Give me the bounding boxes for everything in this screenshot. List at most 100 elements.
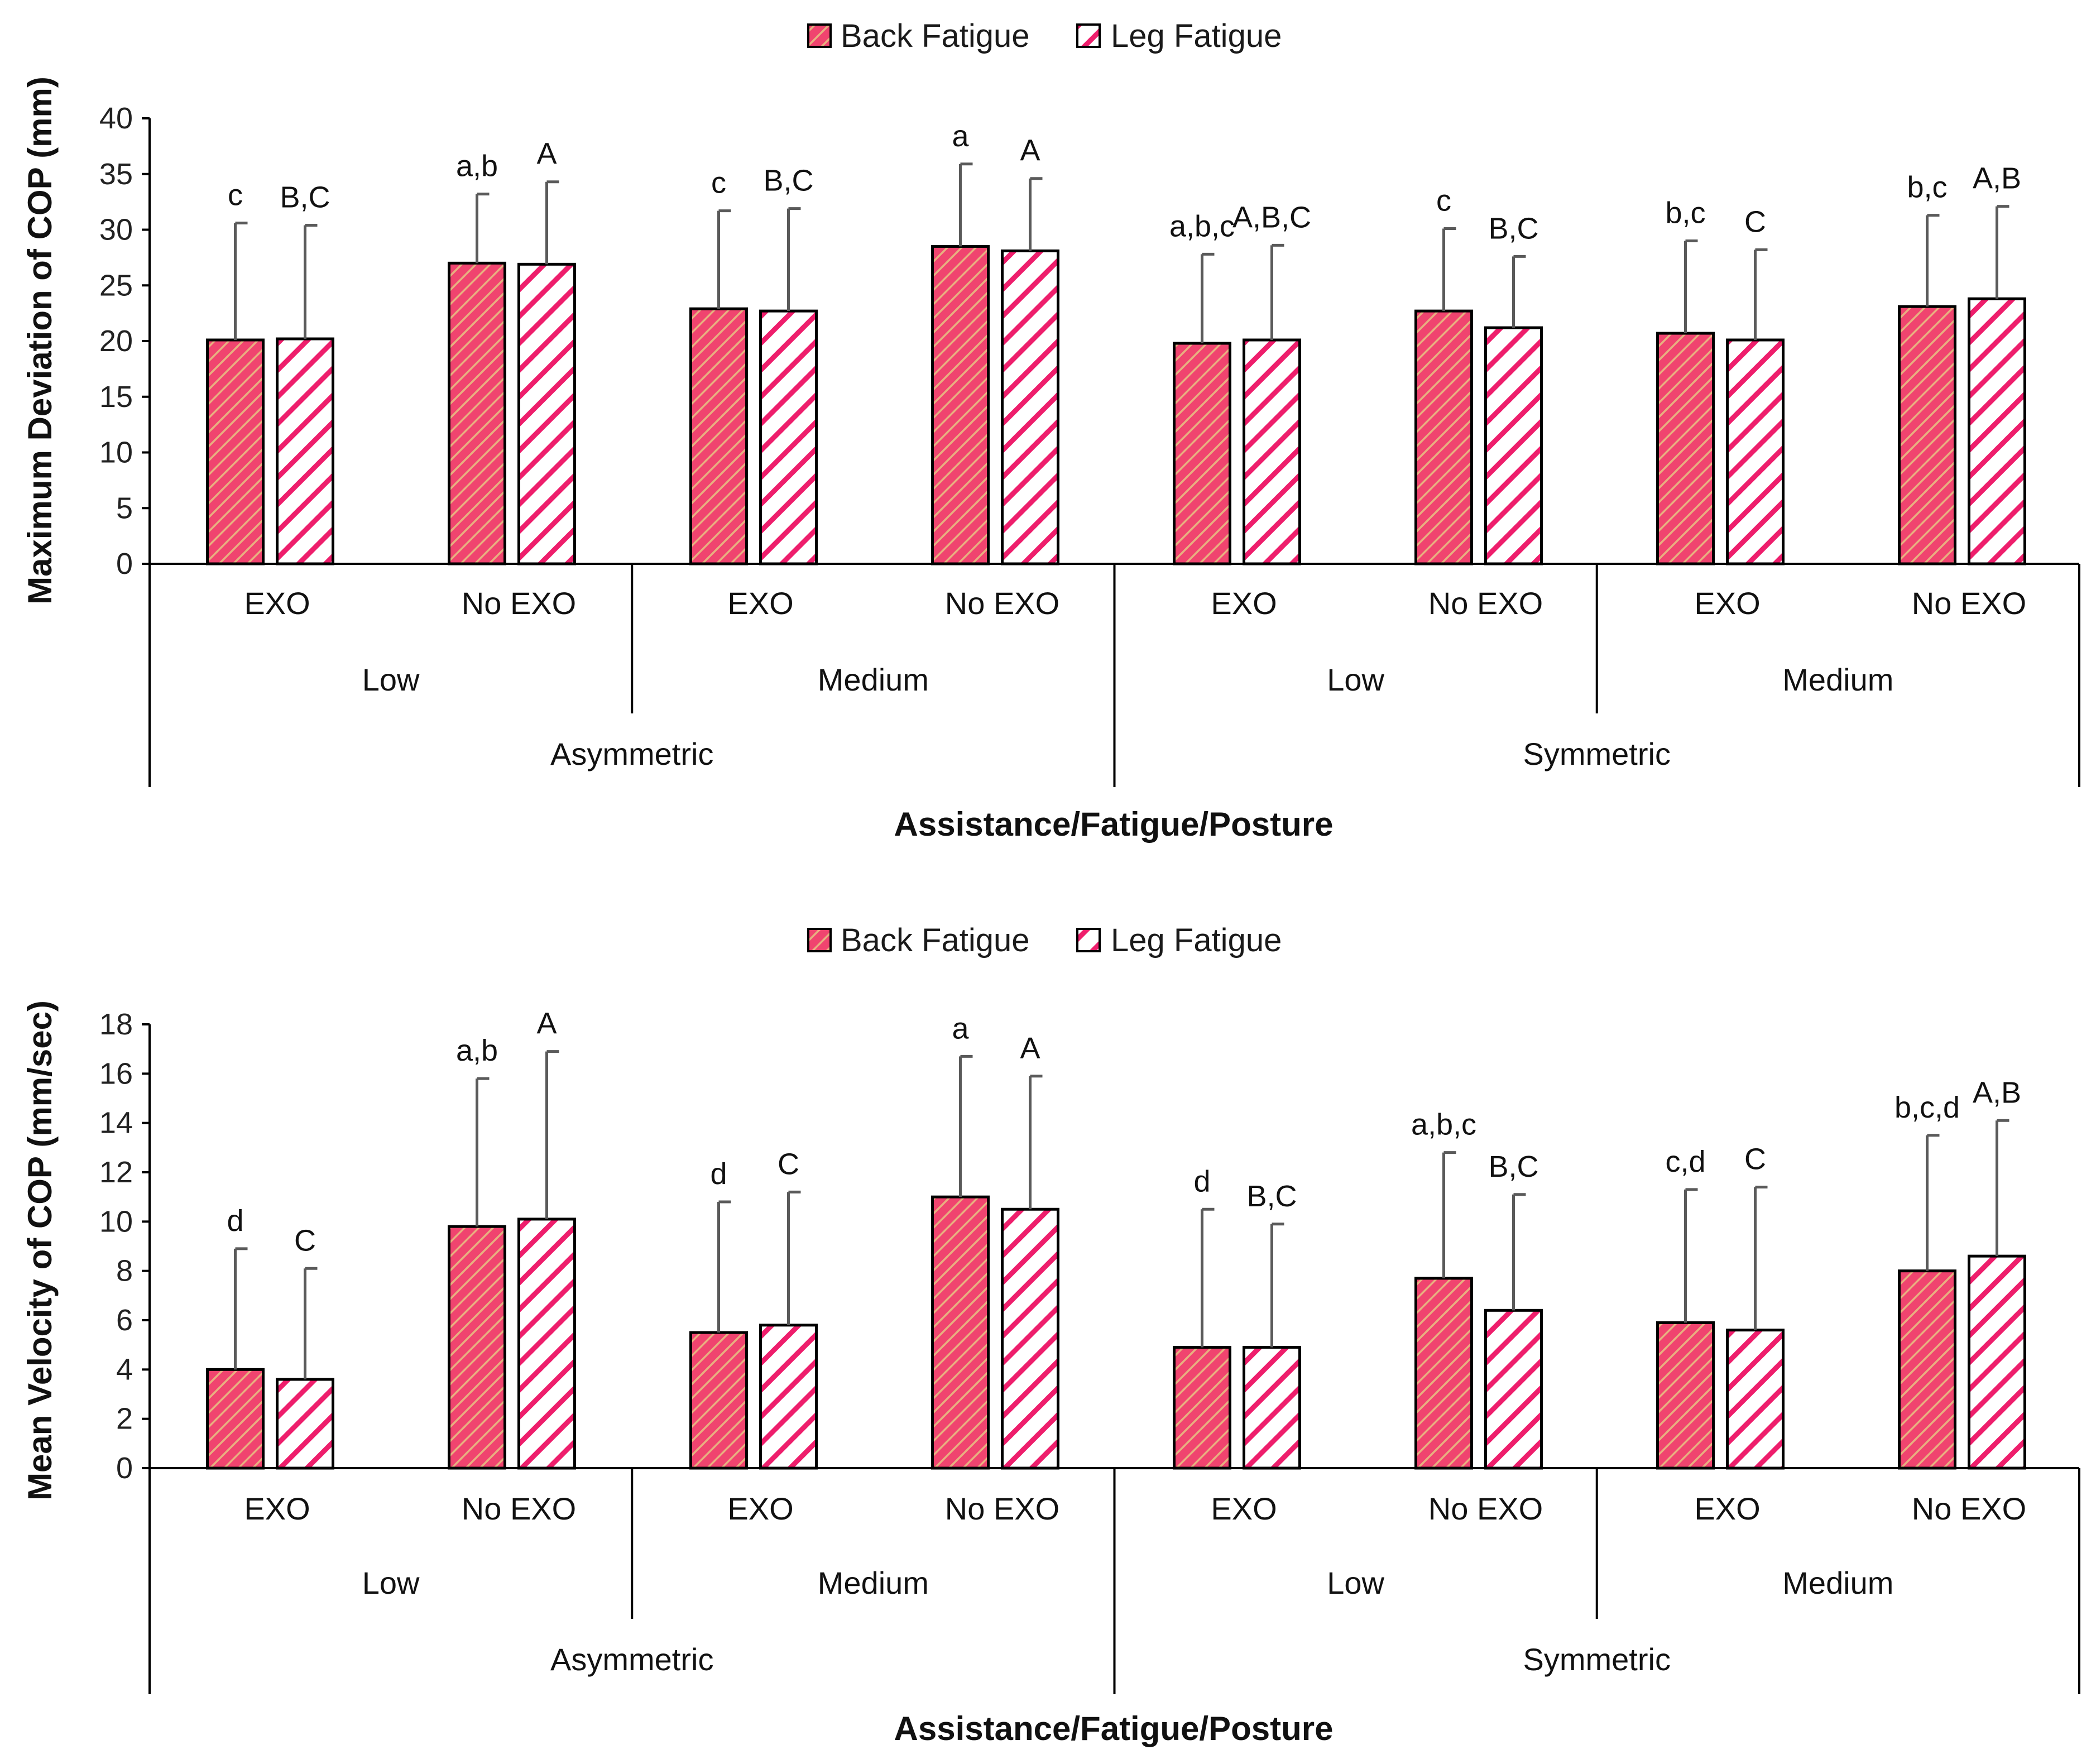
legend-label-leg-fatigue: Leg Fatigue (1111, 18, 1282, 54)
x-group-label-fatigue: Medium (1782, 1565, 1893, 1600)
bar-leg-fatigue (1968, 297, 2026, 565)
bar-leg-fatigue (1001, 1207, 1059, 1470)
x-tick-label-assistance: No EXO (1428, 586, 1543, 621)
x-axis: EXO No EXO EXO No EXO EXO No EXO EXO No EXO Low M… (148, 563, 2080, 787)
bar-back-fatigue (931, 1195, 990, 1470)
bar-back-fatigue (206, 1368, 265, 1470)
significance-label: b,c (1665, 196, 1705, 229)
bar-leg-fatigue (1726, 1329, 1785, 1470)
y-tick-label: 35 (99, 157, 133, 191)
bar-back-fatigue (689, 1331, 748, 1470)
significance-labels: d Ca,b Ad Ca Ad B,C a,b,c B,C c,d Cb,c,d A,B (227, 1007, 2021, 1258)
legend: Back Fatigue Leg Fatigue (807, 18, 1282, 54)
significance-label: A (536, 137, 557, 171)
legend-label-back-fatigue: Back Fatigue (841, 922, 1030, 958)
y-tick-label: 10 (99, 436, 133, 469)
y-tick-label: 10 (99, 1205, 133, 1238)
significance-label: A,B,C (1232, 200, 1311, 234)
bar-back-fatigue (448, 261, 506, 565)
significance-label: B,C (1488, 1150, 1538, 1183)
x-tick-label-assistance: EXO (244, 586, 310, 621)
legend-item-back-fatigue: Back Fatigue (807, 18, 1030, 54)
x-axis: EXO No EXO EXO No EXO EXO No EXO EXO No EXO Low M… (148, 1467, 2080, 1694)
significance-label: a (952, 119, 969, 153)
significance-label: c (1436, 184, 1451, 218)
significance-label: C (1744, 205, 1766, 238)
x-group-label-posture: Symmetric (1523, 1642, 1671, 1677)
legend-swatch-leg-fatigue (1076, 928, 1101, 952)
y-tick-label: 15 (99, 380, 133, 414)
legend-item-leg-fatigue: Leg Fatigue (1076, 18, 1282, 54)
significance-labels: c B,C a,b Ac B,C a Aa,b,cA,B,C c B,C b,c Cb,c A,B (228, 119, 2021, 246)
y-axis: 0 2 4 6 8 10 12 14 16 18 (99, 1008, 151, 1485)
bar-back-fatigue (689, 307, 748, 565)
y-tick-label: 5 (116, 491, 133, 525)
x-tick-label-assistance: EXO (727, 586, 793, 621)
y-tick-label: 16 (99, 1057, 133, 1090)
legend-item-leg-fatigue: Leg Fatigue (1076, 922, 1282, 958)
bar-leg-fatigue (1484, 1308, 1543, 1470)
plot-bars (206, 1195, 2026, 1470)
significance-label: d (227, 1204, 243, 1238)
bar-leg-fatigue (1968, 1254, 2026, 1470)
significance-label: c (228, 179, 243, 212)
y-tick-label: 12 (99, 1156, 133, 1189)
bar-back-fatigue (1173, 342, 1231, 565)
x-tick-label-assistance: No EXO (462, 1491, 576, 1526)
x-tick-label-assistance: EXO (1694, 1491, 1760, 1526)
bar-back-fatigue (206, 338, 265, 565)
bar-leg-fatigue (517, 1217, 576, 1470)
bar-back-fatigue (1898, 1269, 1956, 1470)
bar-leg-fatigue (1001, 249, 1059, 565)
y-tick-label: 40 (99, 102, 133, 135)
x-group-label-posture: Symmetric (1523, 736, 1671, 771)
x-tick-label-assistance: No EXO (462, 586, 576, 621)
error-bars (234, 1050, 2009, 1379)
x-tick-label-assistance: EXO (244, 1491, 310, 1526)
bar-back-fatigue (931, 245, 990, 565)
bar-leg-fatigue (276, 1378, 334, 1470)
significance-label: B,C (763, 164, 813, 198)
significance-label: C (778, 1147, 799, 1181)
significance-label: A,B (1973, 1076, 2021, 1109)
significance-label: d (710, 1157, 727, 1191)
significance-label: A (1020, 134, 1040, 167)
significance-label: A (1020, 1032, 1040, 1065)
significance-label: a,b (456, 1034, 498, 1067)
significance-label: c (711, 166, 726, 200)
x-tick-label-assistance: EXO (727, 1491, 793, 1526)
x-tick-label-assistance: EXO (1211, 1491, 1277, 1526)
x-group-label-fatigue: Low (1327, 662, 1384, 697)
error-bars (234, 162, 2009, 343)
legend-label-leg-fatigue: Leg Fatigue (1111, 922, 1282, 958)
significance-label: C (294, 1224, 316, 1257)
legend-swatch-back-fatigue (807, 23, 832, 48)
legend: Back Fatigue Leg Fatigue (807, 922, 1282, 958)
y-tick-label: 18 (99, 1008, 133, 1041)
x-tick-label-assistance: No EXO (945, 1491, 1059, 1526)
x-group-label-fatigue: Low (362, 662, 420, 697)
bar-leg-fatigue (1243, 338, 1301, 565)
chart-mean-velocity-cop: Back Fatigue Leg Fatigue Mean Velocity o… (21, 922, 2080, 1747)
y-axis-title: Maximum Deviation of COP (mm) (21, 76, 59, 605)
bar-leg-fatigue (1726, 338, 1785, 565)
significance-label: B,C (1488, 212, 1538, 245)
y-tick-label: 4 (116, 1353, 133, 1386)
y-tick-label: 8 (116, 1254, 133, 1288)
plot-bars (206, 245, 2026, 565)
y-tick-label: 0 (116, 547, 133, 581)
bar-leg-fatigue (517, 262, 576, 565)
x-tick-label-assistance: EXO (1211, 586, 1277, 621)
x-group-label-posture: Asymmetric (550, 1642, 713, 1677)
x-tick-label-assistance: EXO (1694, 586, 1760, 621)
y-tick-label: 0 (116, 1451, 133, 1485)
significance-label: a,b,c (1411, 1108, 1476, 1142)
bar-leg-fatigue (759, 309, 818, 565)
x-tick-label-assistance: No EXO (945, 586, 1059, 621)
bar-back-fatigue (448, 1225, 506, 1470)
significance-label: C (1744, 1143, 1766, 1176)
x-group-label-fatigue: Low (1327, 1565, 1384, 1600)
x-tick-label-assistance: No EXO (1912, 586, 2026, 621)
significance-label: a,b,c (1169, 209, 1235, 243)
